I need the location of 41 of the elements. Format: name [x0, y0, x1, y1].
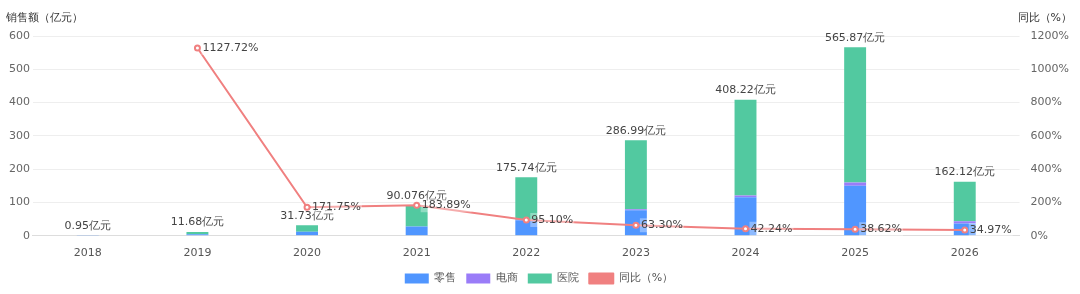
data-label: 38.62%	[860, 222, 903, 236]
x-tick-label: 2024	[731, 246, 760, 260]
y-tick-label: 600	[9, 28, 30, 42]
x-tick-label: 2025	[841, 246, 870, 260]
data-label: 63.30%	[640, 218, 683, 232]
total-label: 286.99亿元	[605, 123, 667, 137]
x-tick-label: 2020	[293, 246, 322, 260]
x-tick-label: 2021	[402, 246, 431, 260]
y-tick-label: 400	[9, 95, 30, 109]
y2-tick-label: 1000%	[1030, 62, 1070, 76]
total-label: 408.22亿元	[715, 83, 776, 97]
y2-tick-label: 600%	[1030, 128, 1063, 142]
y-tick-label: 100	[9, 195, 30, 209]
legend-label: 同比（%）	[618, 271, 674, 285]
x-tick-label: 2026	[950, 246, 979, 260]
y-tick-label: 500	[9, 62, 30, 76]
legend-label: 医院	[557, 271, 580, 285]
y-tick-label: 0	[23, 228, 30, 242]
data-label: 42.24%	[750, 221, 793, 235]
x-tick-label: 2019	[183, 246, 212, 260]
y2-tick-label: 200%	[1030, 195, 1063, 209]
x-tick-label: 2023	[621, 246, 650, 260]
y-axis-title: 销售额（亿元）	[5, 11, 83, 25]
total-label: 175.74亿元	[496, 160, 557, 174]
data-label: 95.10%	[531, 212, 574, 226]
y2-tick-label: 1200%	[1030, 28, 1070, 42]
y-tick-label: 300	[9, 128, 30, 142]
x-tick-label: 2018	[73, 246, 102, 260]
total-label: 11.68亿元	[170, 215, 225, 229]
total-label: 162.12亿元	[934, 165, 995, 179]
x-tick-label: 2022	[512, 246, 541, 260]
total-label: 0.95亿元	[64, 218, 112, 232]
y2-tick-label: 400%	[1030, 162, 1063, 176]
legend-label: 零售	[434, 271, 457, 285]
y2-tick-label: 800%	[1030, 95, 1063, 109]
data-label: 1127.72%	[202, 40, 259, 54]
y2-tick-label: 0%	[1030, 228, 1049, 242]
total-label: 565.87亿元	[824, 30, 886, 44]
y2-axis-title: 同比（%）	[1017, 11, 1072, 25]
legend-label: 电商	[495, 271, 518, 285]
y-tick-label: 200	[9, 162, 30, 176]
